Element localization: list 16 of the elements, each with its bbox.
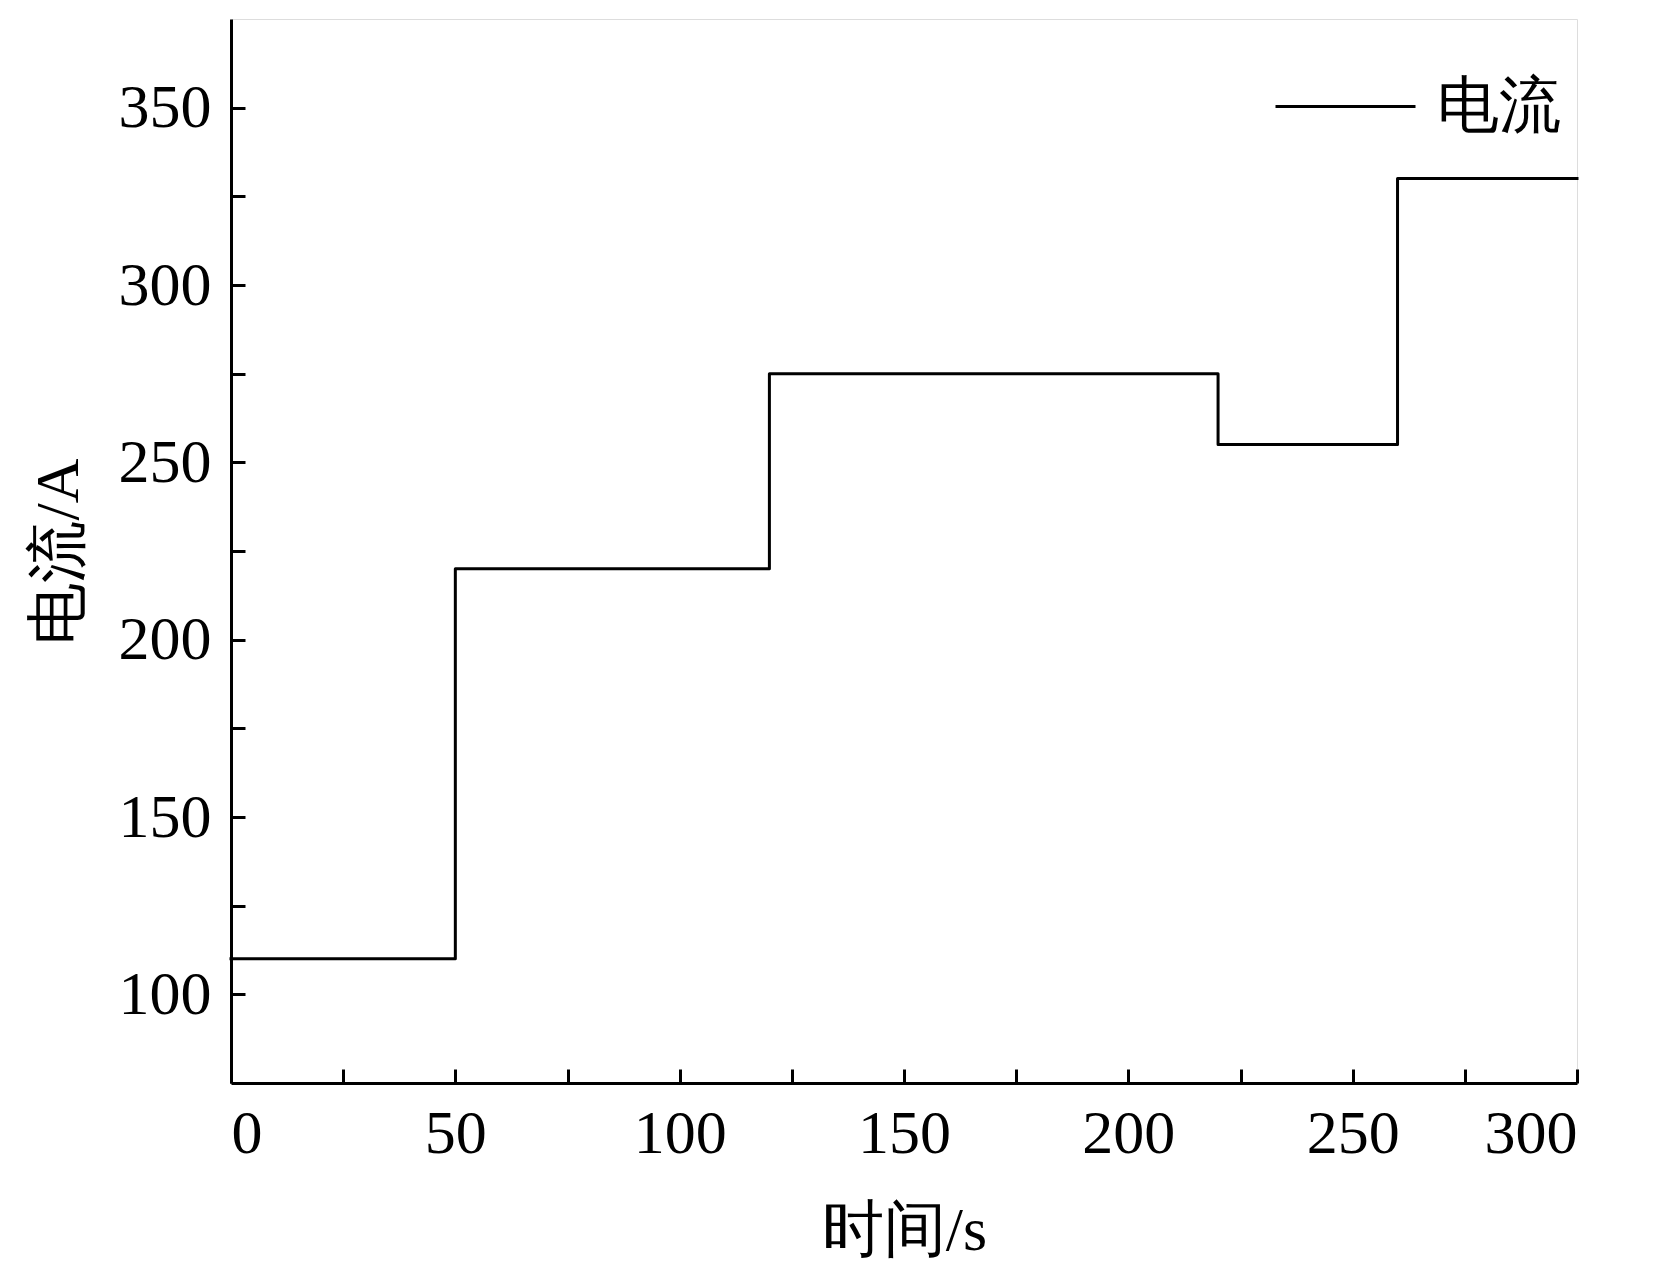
x-tick-label: 200 — [1082, 1097, 1176, 1166]
x-tick-label: 150 — [858, 1097, 951, 1166]
x-tick-label: 50 — [424, 1097, 487, 1166]
x-axis-title: 时间/s — [821, 1194, 988, 1263]
legend-label: 电流 — [1437, 70, 1561, 139]
y-tick-label: 100 — [118, 958, 212, 1027]
y-tick-label: 350 — [118, 72, 212, 141]
y-tick-label: 150 — [118, 781, 212, 850]
x-tick-label: 250 — [1306, 1097, 1400, 1166]
y-axis-title: 电流/A — [22, 458, 91, 645]
x-tick-label: 300 — [1484, 1097, 1578, 1166]
y-tick-label: 300 — [118, 249, 212, 318]
x-tick-label: 0 — [231, 1097, 263, 1166]
y-tick-label: 250 — [118, 426, 212, 495]
y-tick-label: 200 — [118, 604, 212, 673]
x-tick-label: 100 — [633, 1097, 727, 1166]
